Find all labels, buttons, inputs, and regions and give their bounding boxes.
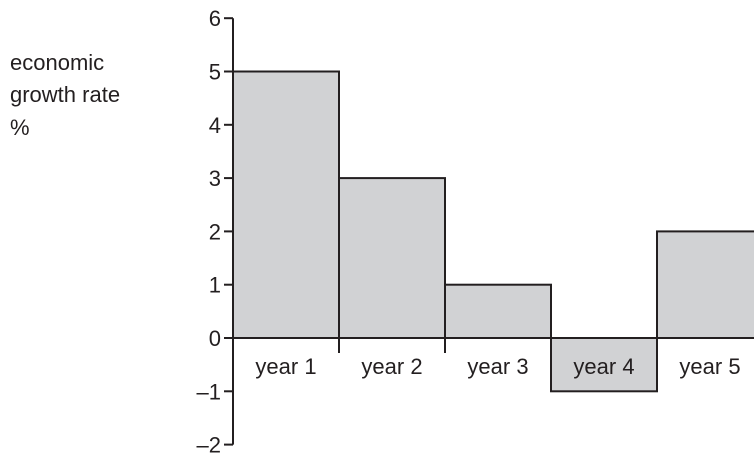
bar-year-4 — [550, 337, 658, 393]
bar-year-2 — [338, 177, 446, 339]
y-tick-label: 3 — [209, 166, 221, 191]
y-tick-label: 1 — [209, 273, 221, 298]
bar-year-3 — [444, 283, 552, 340]
y-axis-title-line-1: economic — [10, 50, 104, 75]
y-axis-title-line-3: % — [10, 115, 30, 140]
y-tick-label: –1 — [197, 379, 221, 404]
y-axis-title: economic growth rate % — [10, 50, 120, 140]
category-label: year 4 — [573, 354, 634, 379]
bar-year-5 — [656, 230, 754, 339]
y-tick-label: –2 — [197, 433, 221, 457]
y-tick-label: 4 — [209, 113, 221, 138]
category-label: year 2 — [361, 354, 422, 379]
category-label: year 5 — [679, 354, 740, 379]
category-label: year 1 — [255, 354, 316, 379]
y-tick-label: 5 — [209, 60, 221, 85]
y-tick-label: 2 — [209, 219, 221, 244]
category-labels: year 1 year 2 year 3 year 4 year 5 — [255, 338, 741, 379]
y-tick-label: 6 — [209, 6, 221, 31]
y-tick-label: 0 — [209, 326, 221, 351]
bars-group — [232, 70, 754, 393]
y-axis: 6 5 4 3 2 1 0 –1 –2 — [197, 6, 754, 457]
y-axis-title-line-2: growth rate — [10, 82, 120, 107]
category-label: year 3 — [467, 354, 528, 379]
bar-year-1 — [232, 70, 340, 339]
